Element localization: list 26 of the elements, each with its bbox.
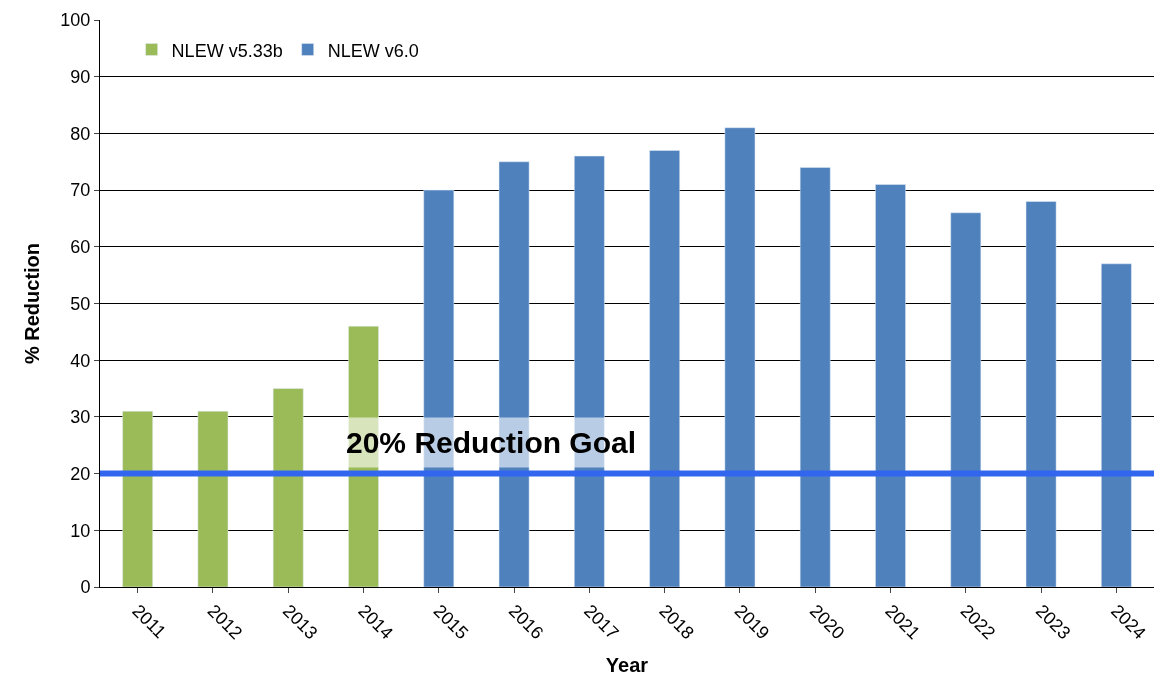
legend-label: NLEW v6.0 [327,40,419,61]
y-tick-label: 40 [70,350,91,371]
y-tick-label: 50 [70,293,91,314]
y-tick-label: 70 [70,180,91,201]
bar [272,388,304,587]
x-axis-title: Year [605,653,649,676]
y-tick-label: 90 [70,67,91,87]
y-axis-title: % Reduction [20,242,43,365]
bar [197,410,229,587]
bar [122,410,153,587]
bar [724,127,756,587]
ref-line-label: 20% Reduction Goal [346,426,637,459]
y-tick-label: 10 [70,520,91,541]
y-tick-label: 20 [70,463,91,484]
bar [1025,201,1057,587]
bar [1101,263,1132,587]
bar [875,184,906,587]
y-tick-label: 100 [60,10,91,31]
bar [950,212,982,587]
bar [799,167,831,587]
y-tick-label: 30 [70,407,91,428]
legend-label: NLEW v5.33b [171,40,283,61]
y-tick-label: 80 [70,123,91,144]
y-tick-label: 0 [80,577,91,598]
y-tick-label: 60 [70,237,91,258]
bar [649,150,680,587]
